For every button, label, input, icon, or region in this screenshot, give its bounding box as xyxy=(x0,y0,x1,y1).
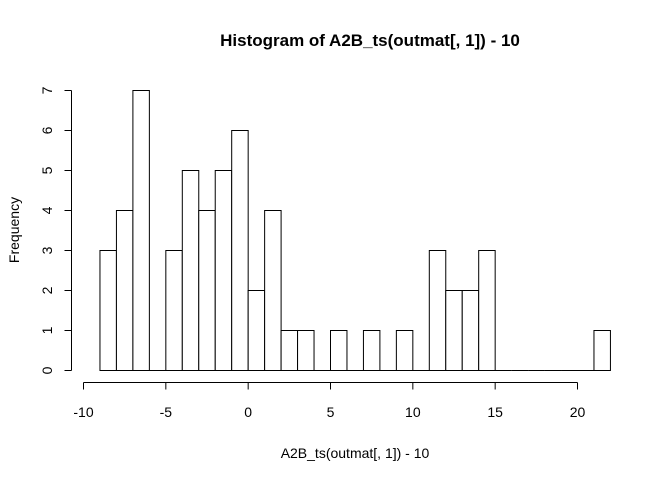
y-axis-label: Frequency xyxy=(6,197,22,263)
y-tick-label: 1 xyxy=(39,326,55,334)
histogram-bar xyxy=(362,330,381,371)
histogram-bar xyxy=(247,290,266,371)
histogram-bar xyxy=(395,330,414,371)
histogram-bar xyxy=(478,250,496,371)
histogram-bar xyxy=(198,210,216,371)
histogram-bar xyxy=(181,170,200,371)
histogram-bar xyxy=(214,170,233,371)
x-axis: -10 -5 0 5 10 15 20 xyxy=(73,382,586,420)
histogram-bar xyxy=(132,90,150,371)
y-tick-label: 4 xyxy=(39,206,55,214)
histogram-bar xyxy=(461,290,480,371)
x-tick-label: -10 xyxy=(73,404,93,420)
histogram-bar xyxy=(593,330,611,371)
chart-title: Histogram of A2B_ts(outmat[, 1]) - 10 xyxy=(220,31,520,50)
y-tick-label: 3 xyxy=(39,246,55,254)
x-tick-label: 5 xyxy=(327,404,335,420)
x-tick-label: 10 xyxy=(405,404,421,420)
y-tick-label: 0 xyxy=(39,366,55,374)
histogram-bar xyxy=(297,330,315,371)
histogram-bar xyxy=(165,250,183,371)
x-axis-label: A2B_ts(outmat[, 1]) - 10 xyxy=(281,445,430,461)
histogram-bar xyxy=(330,330,348,371)
histogram-bar xyxy=(231,130,249,371)
histogram-bar xyxy=(445,290,463,371)
y-tick-label: 2 xyxy=(39,286,55,294)
histogram-bar xyxy=(428,250,447,371)
y-axis: 0 1 2 3 4 5 6 7 xyxy=(39,86,72,374)
histogram-bar xyxy=(99,250,117,371)
y-tick-label: 7 xyxy=(39,86,55,94)
x-tick-label: 15 xyxy=(487,404,503,420)
x-tick-label: -5 xyxy=(160,404,173,420)
x-tick-label: 20 xyxy=(570,404,586,420)
histogram-bar xyxy=(115,210,134,371)
histogram-bar xyxy=(280,330,299,371)
bars-group xyxy=(99,90,611,371)
histogram-bar xyxy=(264,210,282,371)
y-tick-label: 6 xyxy=(39,126,55,134)
x-tick-label: 0 xyxy=(244,404,252,420)
y-tick-label: 5 xyxy=(39,166,55,174)
